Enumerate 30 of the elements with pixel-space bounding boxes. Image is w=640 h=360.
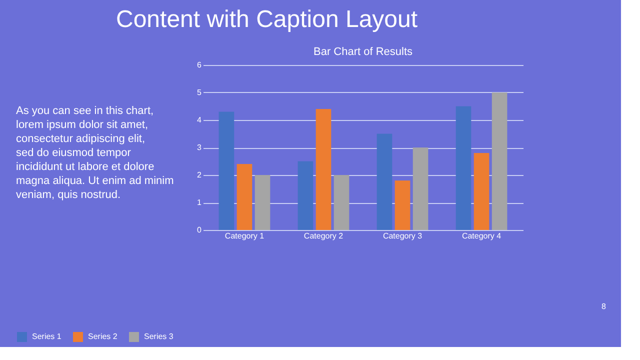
y-tick-label: 3 <box>197 143 202 152</box>
bar <box>236 164 252 230</box>
x-tick-label: Category 3 <box>382 232 423 240</box>
bar <box>218 112 234 230</box>
x-tick-label: Category 2 <box>304 232 344 240</box>
y-tick-label: 6 <box>197 60 202 70</box>
x-tick-label: Category 1 <box>224 232 265 240</box>
bar <box>316 109 332 230</box>
bar <box>474 153 490 230</box>
y-tick-label: 2 <box>197 170 202 180</box>
legend-label: Series 1 <box>32 332 62 341</box>
chart-title: Bar Chart of Results <box>313 46 414 58</box>
legend-label: Series 2 <box>88 332 118 341</box>
bar <box>376 134 392 230</box>
y-tick-label: 4 <box>197 116 202 124</box>
bar <box>492 92 508 230</box>
y-tick-label: 1 <box>197 198 202 207</box>
legend-label: Series 3 <box>144 332 174 341</box>
bar <box>394 180 410 230</box>
text: As you can see in this chart, lorem ipsum dolor sit amet, consectetur adipiscing elit, sed do eiusmod tempor incididunt ut labore et dolore magna aliqua. Ut enim ad minim veniam, quis nostrud. <box>16 105 174 201</box>
bar <box>298 161 314 230</box>
y-tick-label: 0 <box>197 226 202 234</box>
x-tick-label: Category 4 <box>462 232 502 240</box>
bar <box>254 175 270 230</box>
text: Content with Caption Layout <box>116 6 418 33</box>
y-tick-label: 5 <box>197 88 202 97</box>
bar <box>334 175 350 230</box>
bar <box>412 148 428 230</box>
bar <box>456 106 472 230</box>
text: 8 <box>602 302 607 311</box>
